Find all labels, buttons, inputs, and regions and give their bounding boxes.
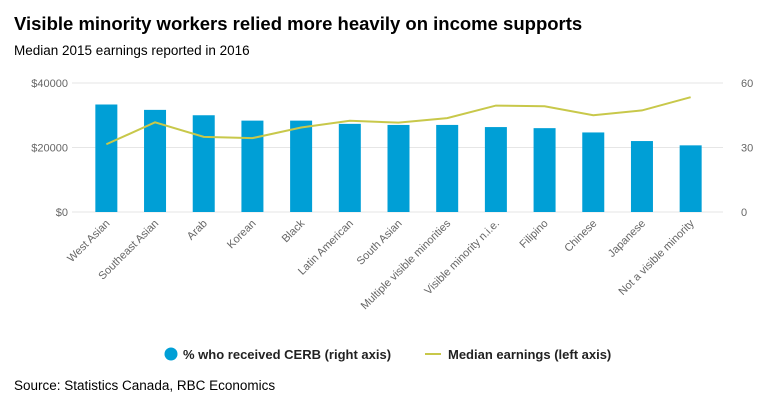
chart-title: Visible minority workers relied more hea… [14,13,583,34]
bar [387,124,410,212]
bar [630,141,653,212]
category-label: Japanese [606,218,648,260]
category-label: Multiple visible minorities [359,217,454,312]
bar [290,120,313,212]
bar [144,109,167,212]
bar [679,145,702,212]
legend-line-label: Median earnings (left axis) [448,347,611,362]
right-axis-tick-label: 30 [741,143,753,155]
bar [484,127,507,212]
left-axis-tick-label: $0 [56,207,68,219]
bar [241,120,264,212]
category-label: Korean [225,218,259,252]
bar [338,123,361,212]
left-axis-tick-label: $40000 [31,78,68,90]
bar [533,128,556,212]
bar [192,115,215,212]
category-label: Filipino [518,218,551,251]
right-axis-tick-label: 60 [741,78,753,90]
category-label: Arab [185,218,210,243]
legend-bar-marker [164,347,178,361]
category-label: South Asian [355,218,405,268]
category-label: Black [280,217,308,245]
legend-bar-label: % who received CERB (right axis) [183,347,391,362]
left-axis-tick-label: $20000 [31,143,68,155]
bar [436,124,459,212]
category-label: West Asian [65,218,112,265]
source-note: Source: Statistics Canada, RBC Economics [14,378,276,393]
category-label: Chinese [562,218,599,255]
bar [582,132,605,212]
bar [95,104,118,212]
chart-subtitle: Median 2015 earnings reported in 2016 [14,43,250,58]
right-axis-tick-label: 0 [741,207,747,219]
